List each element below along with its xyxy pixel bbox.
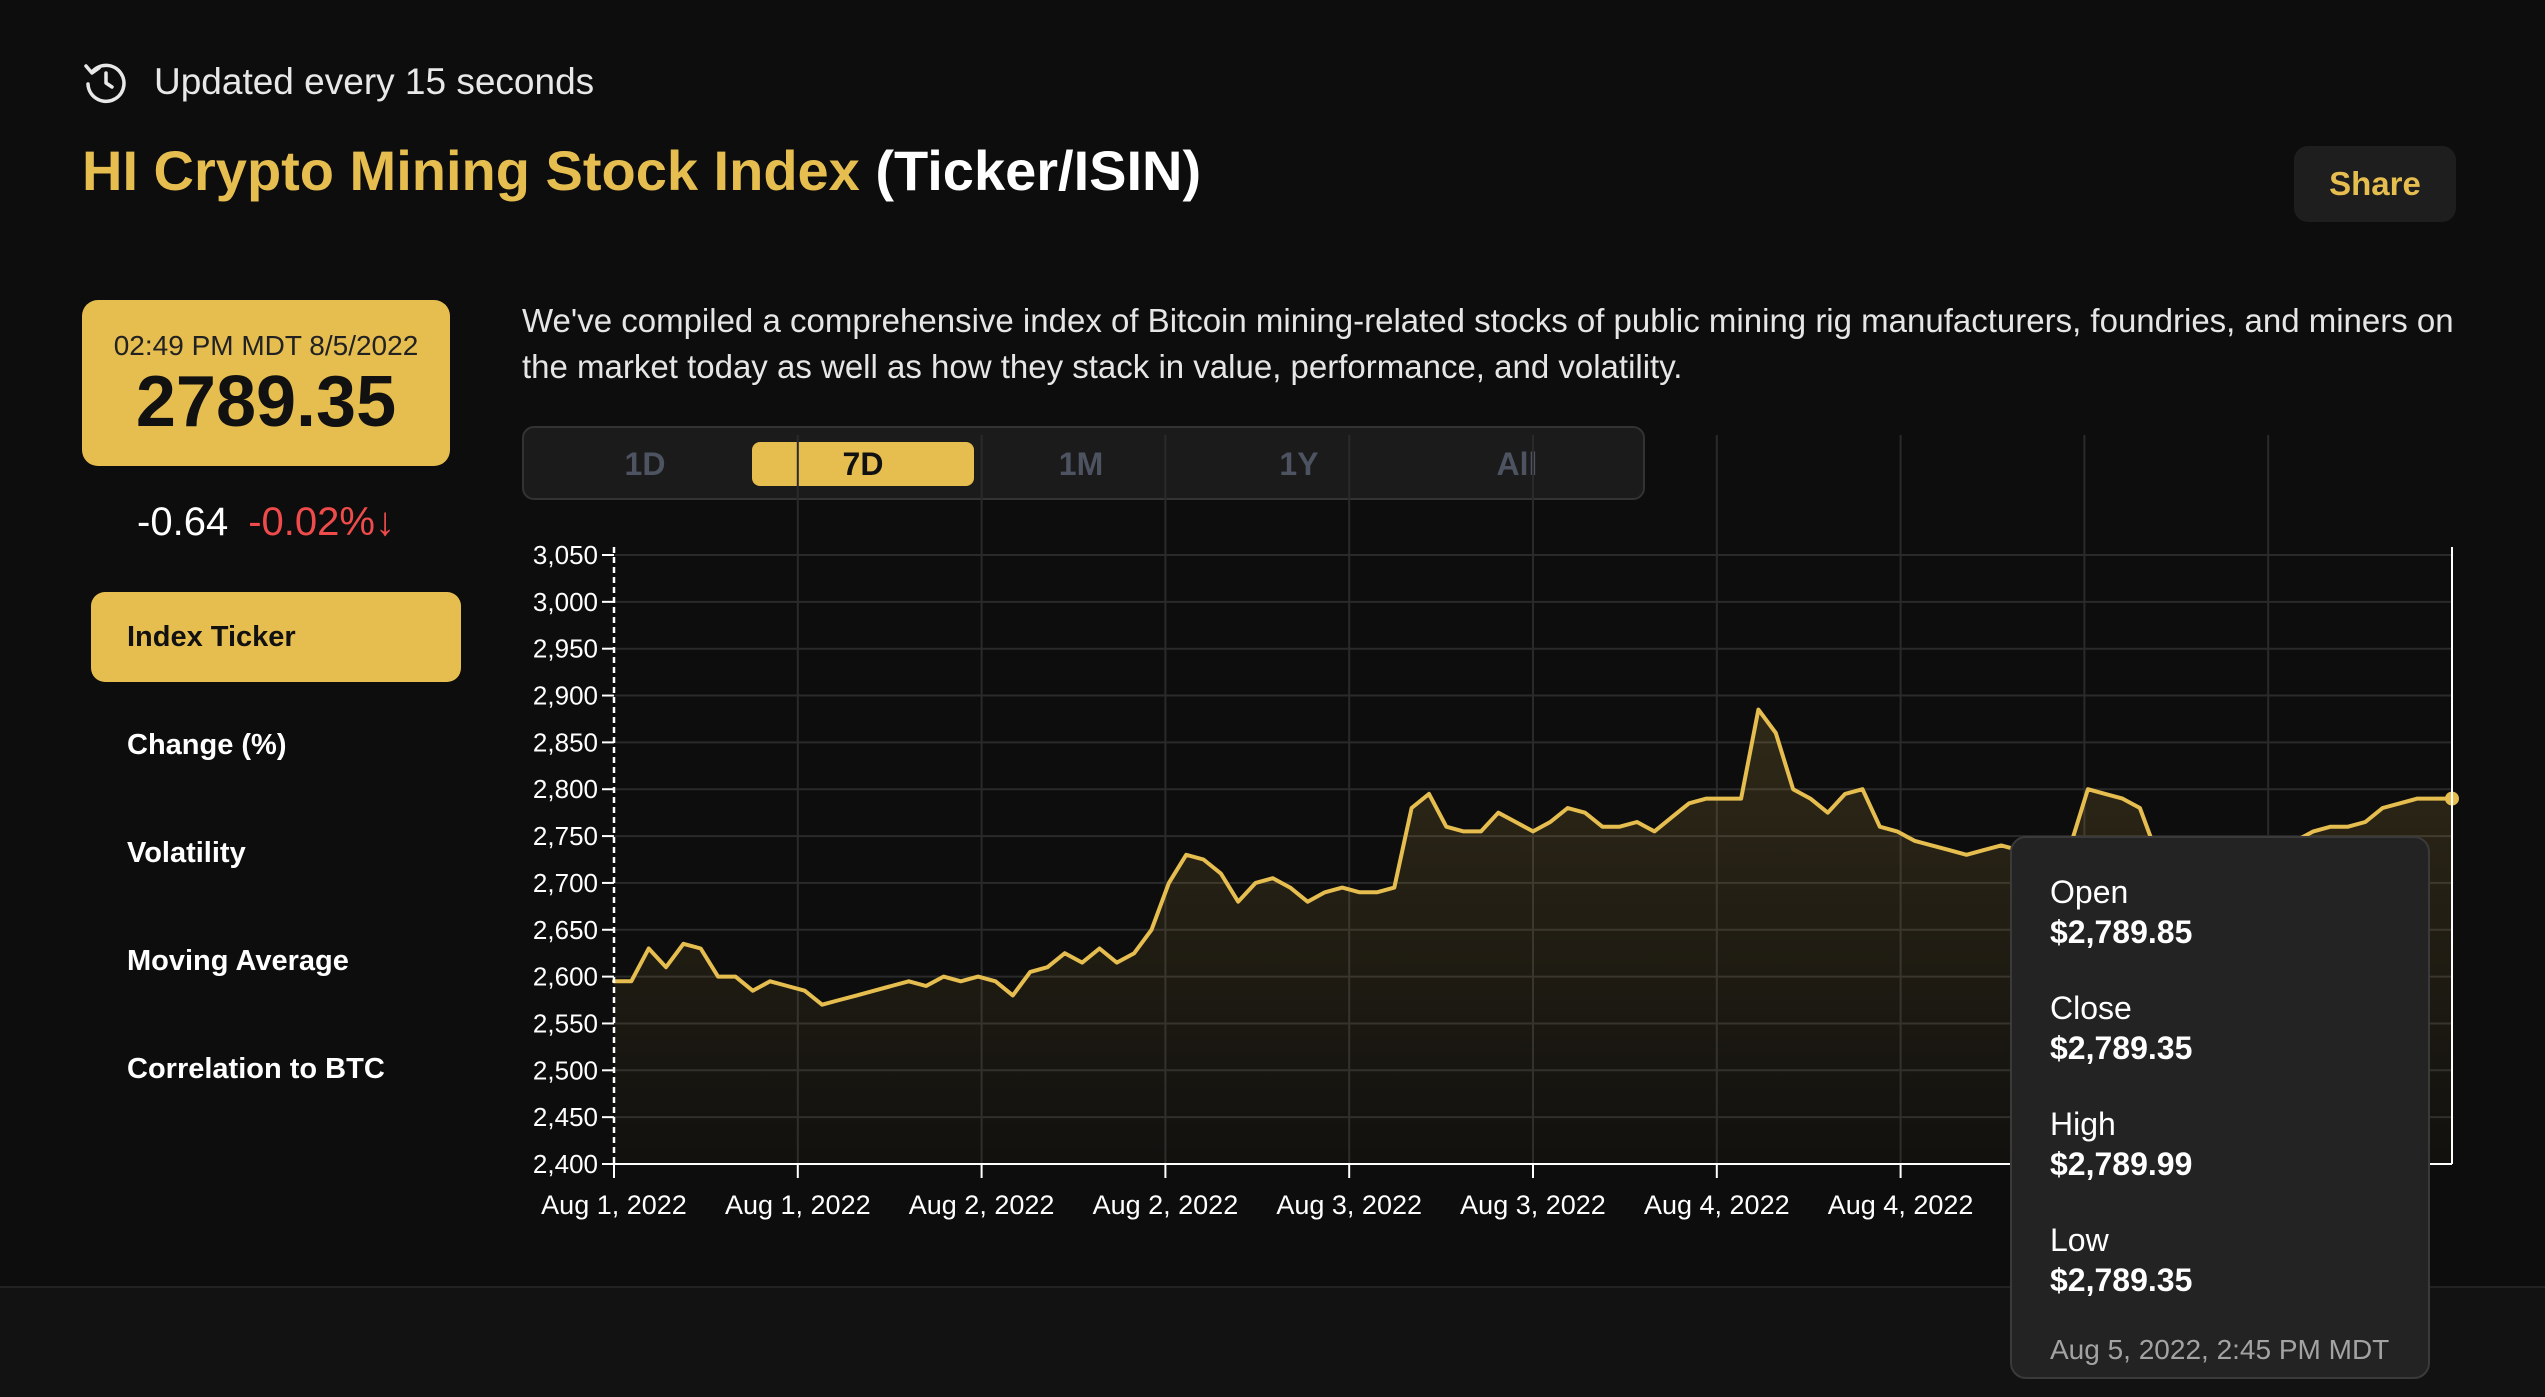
tooltip-open-value: $2,789.85: [2050, 914, 2193, 950]
y-tick-label: 2,950: [533, 634, 598, 664]
tab-1y[interactable]: 1Y: [1279, 445, 1319, 482]
tooltip-high-value: $2,789.99: [2050, 1146, 2193, 1182]
y-tick-label: 2,850: [533, 727, 598, 757]
clock-refresh-icon: [84, 63, 126, 104]
share-button[interactable]: Share: [2294, 146, 2456, 222]
tab-1d[interactable]: 1D: [624, 445, 666, 482]
y-tick-label: 2,750: [533, 821, 598, 851]
y-tick-label: 2,700: [533, 868, 598, 898]
tab-1m[interactable]: 1M: [1058, 445, 1104, 482]
change-absolute: -0.64: [137, 500, 229, 544]
updated-text: Updated every 15 seconds: [154, 61, 595, 102]
tooltip-low-label: Low: [2050, 1222, 2109, 1258]
x-tick-label: Aug 1, 2022: [541, 1190, 687, 1220]
index-description: We've compiled a comprehensive index of …: [522, 302, 2454, 385]
tooltip-high-label: High: [2050, 1106, 2116, 1142]
x-tick-label: Aug 2, 2022: [909, 1190, 1055, 1220]
x-tick-label: Aug 1, 2022: [725, 1190, 871, 1220]
nav-item-moving-average[interactable]: Moving Average: [127, 944, 349, 977]
nav-item-change[interactable]: Change (%): [127, 728, 287, 761]
y-tick-label: 2,600: [533, 962, 598, 992]
y-tick-label: 3,000: [533, 587, 598, 617]
x-tick-label: Aug 4, 2022: [1828, 1190, 1974, 1220]
current-price: 2789.35: [135, 362, 397, 442]
y-tick-label: 2,550: [533, 1008, 598, 1038]
x-tick-label: Aug 2, 2022: [1093, 1190, 1239, 1220]
nav-item-index-ticker[interactable]: Index Ticker: [91, 592, 461, 682]
nav-item-correlation-btc[interactable]: Correlation to BTC: [127, 1052, 385, 1085]
y-tick-label: 2,400: [533, 1149, 598, 1179]
tooltip-open: Open $2,789.85: [2050, 872, 2428, 952]
change-percent: -0.02%↓: [248, 500, 395, 544]
tooltip-close-value: $2,789.35: [2050, 1030, 2193, 1066]
tab-7d[interactable]: 7D: [752, 442, 974, 486]
title-index-name: HI Crypto Mining Stock Index: [82, 139, 860, 202]
tooltip-high: High $2,789.99: [2050, 1104, 2428, 1184]
chart-tooltip: Open $2,789.85 Close $2,789.35 High $2,7…: [2010, 836, 2430, 1379]
price-card: 02:49 PM MDT 8/5/2022 2789.35: [82, 300, 450, 466]
tooltip-low-value: $2,789.35: [2050, 1262, 2193, 1298]
page-title: HI Crypto Mining Stock Index (Ticker/ISI…: [82, 138, 1201, 203]
tooltip-close-label: Close: [2050, 990, 2132, 1026]
hover-point: [2445, 791, 2459, 806]
metric-nav: Index Ticker Change (%) Volatility Movin…: [91, 592, 461, 1132]
nav-item-volatility[interactable]: Volatility: [127, 836, 246, 869]
price-timestamp: 02:49 PM MDT 8/5/2022: [113, 330, 419, 361]
y-tick-label: 2,900: [533, 681, 598, 711]
tooltip-close: Close $2,789.35: [2050, 988, 2428, 1068]
tooltip-open-label: Open: [2050, 874, 2129, 910]
y-tick-label: 2,650: [533, 915, 598, 945]
range-tabs: 1D 7D 1M 1Y All: [522, 426, 1645, 500]
x-tick-label: Aug 4, 2022: [1644, 1190, 1790, 1220]
title-ticker: (Ticker/ISIN): [875, 139, 1202, 202]
tab-all[interactable]: All: [1496, 445, 1538, 482]
x-tick-label: Aug 3, 2022: [1276, 1190, 1422, 1220]
y-tick-label: 2,450: [533, 1102, 598, 1132]
y-tick-label: 2,500: [533, 1055, 598, 1085]
tooltip-time: Aug 5, 2022, 2:45 PM MDT: [2050, 1334, 2390, 1365]
x-tick-label: Aug 3, 2022: [1460, 1190, 1606, 1220]
tooltip-low: Low $2,789.35: [2050, 1220, 2428, 1300]
y-tick-label: 2,800: [533, 774, 598, 804]
update-status: Updated every 15 seconds: [82, 58, 594, 106]
price-change: -0.64 -0.02%↓: [82, 500, 450, 545]
y-tick-label: 3,050: [533, 540, 598, 570]
